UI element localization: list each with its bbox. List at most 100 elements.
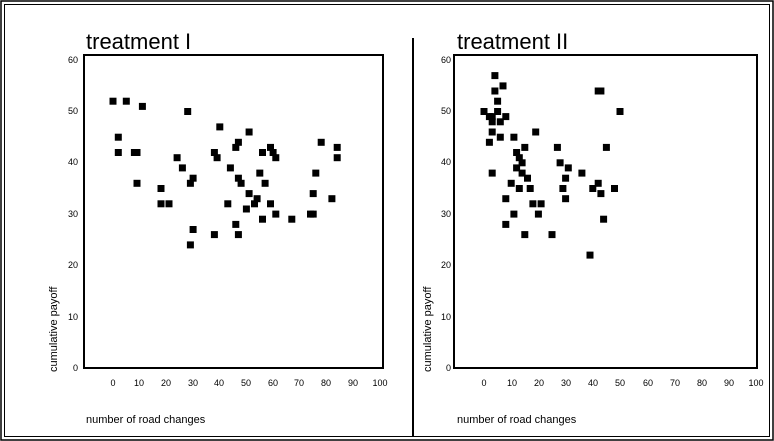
scatter-point [494,97,502,105]
scatter-point [488,113,496,121]
x-tick-label: 60 [268,378,278,388]
y-axis-label: cumulative payoff [48,286,60,372]
scatter-point [189,226,197,233]
scatter-point [328,195,336,203]
scatter-point [524,174,531,182]
scatter-point [488,128,496,136]
x-tick-label: 20 [161,378,171,388]
scatter-point [216,123,224,131]
scatter-point [594,179,602,187]
scatter-point [272,154,280,162]
x-tick-label: 10 [134,378,144,388]
scatter-point [502,195,510,203]
y-tick-label: 20 [441,260,451,270]
scatter-point [496,133,504,141]
y-tick-label: 50 [441,106,451,116]
scatter-point [518,169,526,177]
scatter-point [532,128,540,136]
y-tick-label: 40 [68,157,78,167]
scatter-point [312,169,320,177]
scatter-point [213,154,221,162]
chart-title: treatment II [457,29,568,54]
figure-inner-frame [4,4,770,437]
x-tick-label: 80 [697,378,707,388]
x-tick-label: 60 [643,378,653,388]
x-tick-label: 90 [348,378,358,388]
scatter-point [556,159,564,167]
scatter-point [491,87,499,95]
scatter-point [333,154,341,162]
scatter-point [259,149,266,156]
x-tick-label: 50 [241,378,251,388]
scatter-point [245,128,253,136]
scatter-point [186,179,194,187]
scatter-point [133,149,141,156]
scatter-point [548,231,556,239]
y-tick-label: 0 [446,363,451,373]
y-tick-label: 30 [441,209,451,219]
scatter-point [138,102,146,110]
x-tick-label: 80 [321,378,331,388]
scatter-point [597,87,605,95]
scatter-point [502,113,510,121]
scatter-point [114,149,122,156]
scatter-point [253,195,261,203]
scatter-point [234,174,242,182]
scatter-point [178,164,186,172]
scatter-point [589,185,597,192]
scatter-point [611,185,618,192]
scatter-point [232,143,240,151]
scatter-point [261,179,269,187]
scatter-point [272,210,280,218]
y-tick-label: 40 [441,157,451,167]
scatter-point [186,241,194,249]
scatter-point [507,179,515,187]
scatter-point [586,251,594,259]
scatter-point [616,108,624,115]
scatter-point [122,97,130,105]
scatter-point [245,190,253,198]
scatter-point [232,220,240,228]
y-tick-label: 60 [441,55,451,65]
scatter-point [488,118,496,126]
scatter-point [502,220,510,228]
plot-frame [83,54,384,369]
y-tick-label: 60 [68,55,78,65]
scatter-point [114,133,122,141]
scatter-point [513,164,521,172]
scatter-point [491,72,499,80]
scatter-point [256,169,264,177]
scatter-point [553,143,561,151]
y-axis-label: cumulative payoff [422,286,434,372]
x-tick-label: 70 [670,378,680,388]
x-tick-label: 30 [188,378,198,388]
x-tick-label: 30 [561,378,571,388]
x-tick-label: 20 [534,378,544,388]
x-tick-label: 100 [748,378,763,388]
scatter-point [242,205,250,213]
scatter-point [564,164,572,172]
y-tick-label: 50 [68,106,78,116]
chart-title: treatment I [86,29,191,54]
scatter-point [224,200,232,208]
scatter-point [309,210,317,218]
scatter-point [210,149,218,156]
scatter-point [499,82,507,90]
scatter-point [226,164,234,172]
y-tick-labels: 0 10 20 30 40 50 60 [68,55,78,373]
scatter-point [534,210,542,218]
scatter-point [165,200,173,208]
scatter-point [562,174,570,182]
scatter-point [234,138,242,146]
y-tick-label: 0 [73,363,78,373]
scatter-point [157,200,165,208]
scatter-point [234,231,242,239]
scatter-point [288,215,296,223]
x-tick-label: 40 [588,378,598,388]
scatter-point [526,185,534,192]
chart-panel-treatment-1: treatment I 0 10 20 30 40 50 60 0 10 20 … [48,29,388,426]
plot-frame [453,54,758,369]
scatter-point [267,143,274,151]
